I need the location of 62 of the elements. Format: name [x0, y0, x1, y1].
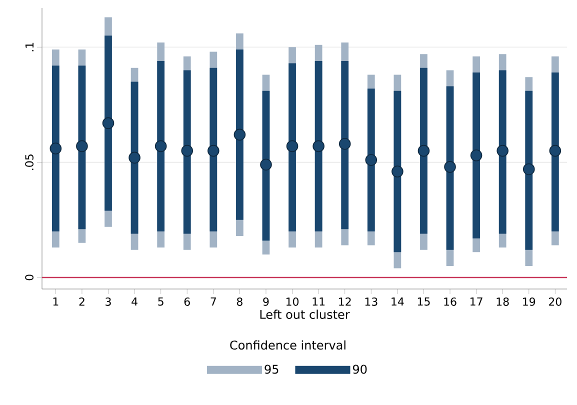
- bar: [183, 70, 191, 234]
- bar: [420, 68, 428, 234]
- x-tick-label: 1: [53, 298, 58, 306]
- bar: [236, 49, 244, 220]
- bar: [472, 72, 480, 238]
- bar: [210, 68, 218, 232]
- point: [154, 140, 167, 152]
- x-tick-label: 10: [286, 298, 299, 306]
- legend-label: 95: [264, 364, 278, 374]
- bar: [367, 88, 375, 232]
- y-tick-label: 0: [25, 274, 34, 280]
- x-axis-title: Left out cluster: [260, 310, 350, 319]
- legend-title: Confidence interval: [230, 340, 346, 350]
- x-tick-label: 16: [444, 298, 456, 306]
- legend-label: 90: [352, 364, 367, 374]
- x-tick-label: 13: [365, 298, 378, 306]
- x-tick-label: 12: [339, 298, 351, 306]
- point: [418, 144, 430, 157]
- y-tick-label: .05: [25, 154, 34, 170]
- x-tick-label: 4: [132, 298, 138, 306]
- x-tick-label: 7: [210, 298, 216, 306]
- point: [522, 163, 535, 176]
- point: [234, 128, 246, 141]
- point: [365, 154, 378, 166]
- bar: [498, 70, 506, 234]
- x-tick-label: 15: [418, 298, 430, 306]
- x-tick-label: 6: [184, 298, 190, 306]
- y-tick-label: .1: [25, 42, 34, 52]
- x-tick-label: 8: [236, 298, 242, 306]
- point: [260, 158, 272, 171]
- bar: [104, 36, 112, 211]
- x-tick-label: 20: [548, 298, 562, 306]
- point: [392, 166, 404, 178]
- point: [496, 144, 508, 157]
- x-tick-label: 14: [392, 298, 404, 306]
- bar: [525, 90, 533, 250]
- point: [286, 140, 298, 152]
- x-tick-label: 11: [312, 298, 325, 306]
- x-tick-label: 18: [496, 298, 509, 306]
- point: [50, 142, 62, 154]
- point: [128, 152, 140, 164]
- bar: [341, 60, 349, 230]
- point: [470, 150, 482, 162]
- point: [444, 161, 456, 173]
- x-tick-label: 9: [263, 298, 269, 306]
- bar: [551, 72, 559, 232]
- x-tick-label: 2: [79, 298, 84, 306]
- point: [76, 140, 88, 152]
- point: [549, 144, 562, 157]
- point: [181, 144, 194, 157]
- point: [312, 140, 324, 152]
- x-tick-label: 17: [470, 298, 482, 306]
- x-tick-label: 5: [158, 298, 164, 306]
- x-tick-label: 3: [106, 298, 111, 306]
- bar: [52, 66, 60, 232]
- bar: [157, 60, 165, 232]
- point: [208, 144, 220, 157]
- point: [102, 117, 114, 130]
- point: [338, 138, 351, 150]
- bar: [288, 63, 296, 232]
- x-tick-label: 19: [523, 298, 536, 306]
- bar: [314, 60, 322, 232]
